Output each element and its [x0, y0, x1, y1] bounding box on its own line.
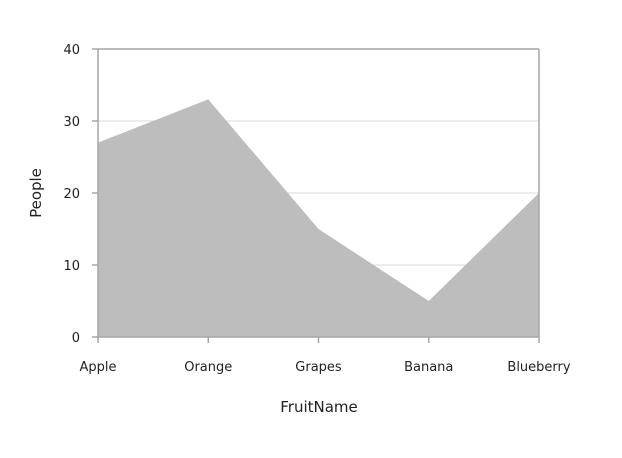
y-tick-label: 40	[63, 43, 80, 58]
x-tick-label-grapes: Grapes	[295, 360, 342, 375]
x-tick-labels: Apple Orange Grapes Banana Blueberry	[79, 337, 571, 375]
x-tick-label-orange: Orange	[184, 360, 232, 375]
y-tick-label: 0	[72, 331, 80, 346]
area-series-0	[98, 99, 539, 338]
y-tick-label: 30	[63, 115, 80, 130]
x-tick-label-banana: Banana	[404, 360, 453, 375]
x-axis-title: FruitName	[280, 398, 358, 416]
area-series	[98, 99, 539, 338]
x-tick-label-apple: Apple	[79, 360, 116, 375]
y-tick-label: 10	[63, 259, 80, 274]
y-axis-title: People	[27, 168, 45, 218]
y-tick-label: 20	[63, 187, 80, 202]
x-tick-label-blueberry: Blueberry	[507, 360, 570, 375]
y-tick-labels: 0 10 20 30 40	[63, 43, 98, 346]
